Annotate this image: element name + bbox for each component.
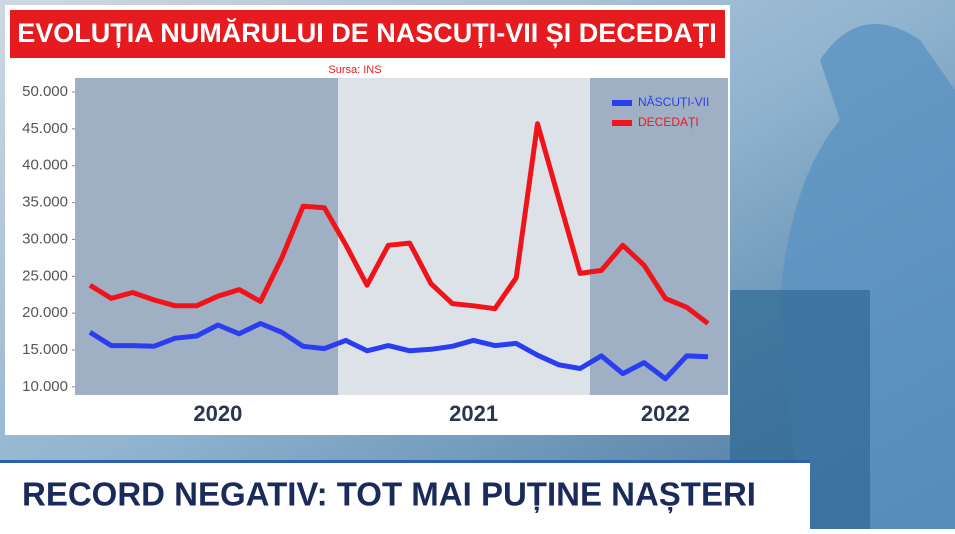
legend-label: DECEDAȚI bbox=[638, 115, 699, 129]
y-tick-label: 30.000 bbox=[22, 230, 68, 247]
y-tick-label: 40.000 bbox=[22, 157, 68, 174]
chart-title: EVOLUȚIA NUMĂRULUI DE NASCUȚI-VII ȘI DEC… bbox=[17, 17, 717, 48]
banner-bar bbox=[0, 462, 810, 529]
x-tick-label: 2021 bbox=[449, 401, 498, 426]
y-tick-label: 10.000 bbox=[22, 378, 68, 395]
y-tick-label: 50.000 bbox=[22, 83, 68, 100]
band-2022 bbox=[590, 78, 728, 395]
y-tick-label: 25.000 bbox=[22, 267, 68, 284]
title-bar bbox=[10, 10, 725, 58]
y-tick-label: 20.000 bbox=[22, 304, 68, 321]
legend-label: NĂSCUȚI-VII bbox=[638, 94, 709, 109]
y-tick-label: 35.000 bbox=[22, 194, 68, 211]
plot: 10.000 15.000 20.000 25.000 30.000 35.000 40.0… bbox=[22, 83, 710, 426]
x-tick-label: 2020 bbox=[193, 401, 242, 426]
series-line bbox=[88, 321, 709, 382]
series-line bbox=[88, 121, 710, 326]
source: Sursa: INS bbox=[328, 64, 381, 76]
y-tick-label: 45.000 bbox=[22, 120, 68, 137]
banner-line bbox=[0, 460, 810, 463]
banner-text: RECORD NEGATIV: TOT MAI PUȚINE NAȘTERI bbox=[22, 476, 756, 514]
x-tick-label: 2022 bbox=[641, 401, 690, 426]
y-tick-label: 15.000 bbox=[22, 341, 68, 358]
